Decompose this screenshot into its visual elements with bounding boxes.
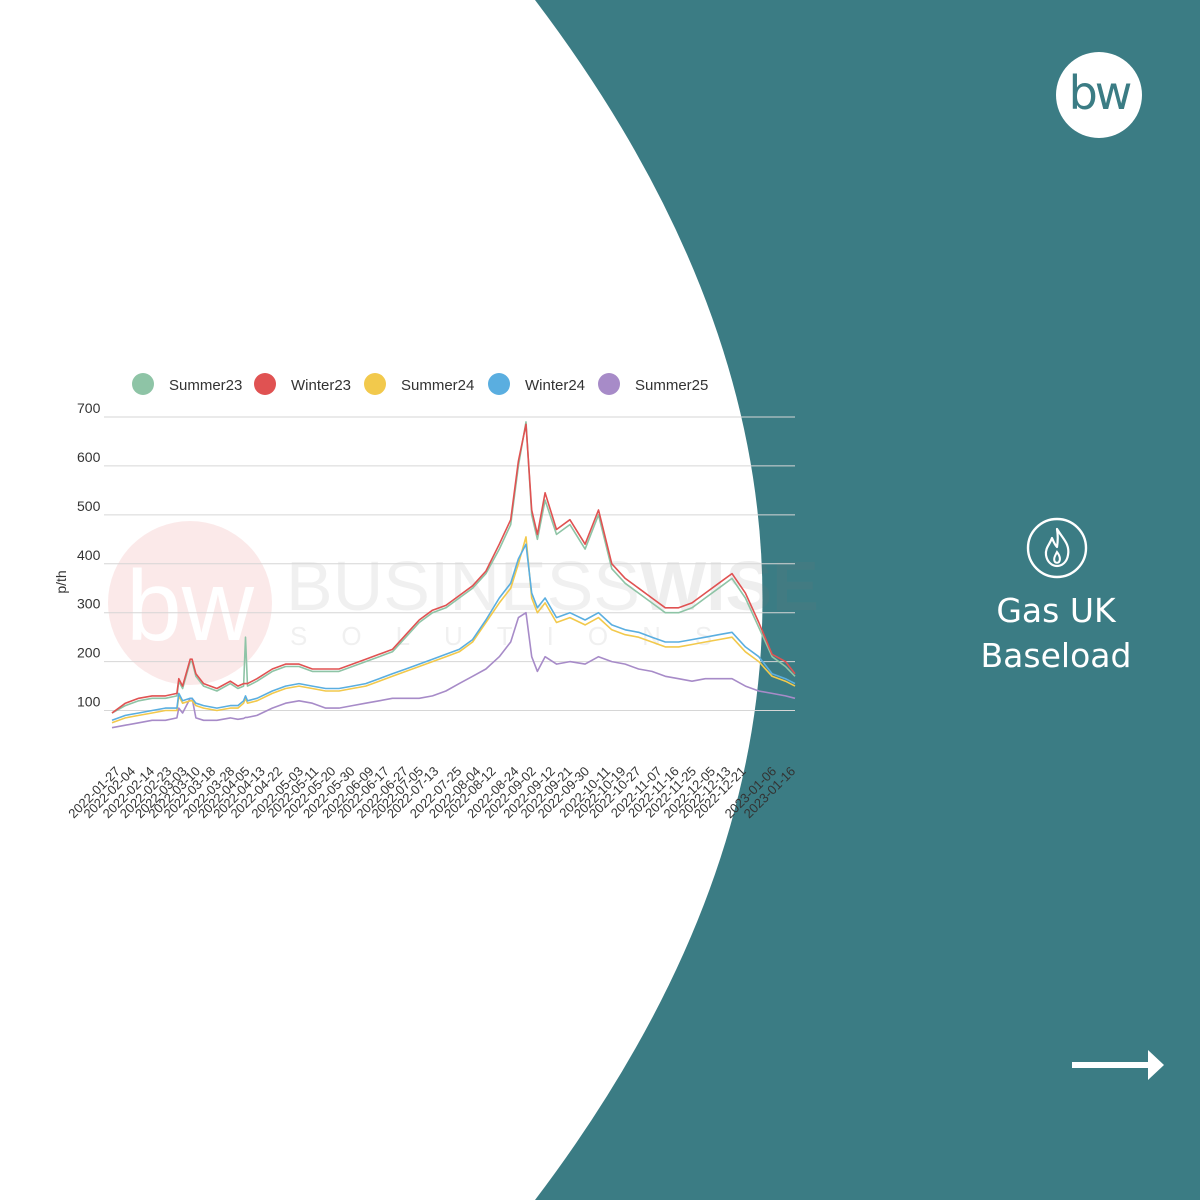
y-tick-label: 600 xyxy=(77,449,101,465)
arrow-right-icon[interactable] xyxy=(1070,1048,1166,1082)
bw-logo: bw xyxy=(1056,52,1142,138)
watermark-business: BUSINESSWISE xyxy=(286,547,819,625)
series-line-summer24 xyxy=(111,536,796,724)
y-tick-label: 200 xyxy=(77,645,101,661)
legend-label: Winter24 xyxy=(525,377,585,394)
legend-label: Summer23 xyxy=(169,377,242,394)
watermark-logo-text: bw xyxy=(126,550,255,662)
y-tick-label: 300 xyxy=(77,596,101,612)
watermark-solutions: SOLUTIONS xyxy=(290,621,746,651)
series-line-winter23 xyxy=(111,423,796,714)
y-axis-title: p/th xyxy=(53,570,69,593)
x-axis: 2022-01-272022-02-042022-02-142022-02-23… xyxy=(65,764,798,822)
logo-text: bw xyxy=(1068,66,1133,120)
panel-title-line1: Gas UK xyxy=(996,591,1116,630)
legend-swatch xyxy=(364,373,386,395)
legend-swatch xyxy=(254,373,276,395)
y-tick-label: 500 xyxy=(77,498,101,514)
white-panel xyxy=(0,0,763,1200)
legend-swatch xyxy=(488,373,510,395)
legend-swatch xyxy=(132,373,154,395)
series-line-summer23 xyxy=(111,421,796,714)
y-axis: 100 200 300 400 500 600 700 xyxy=(77,400,101,710)
panel-title-line2: Baseload xyxy=(980,636,1132,675)
series-line-winter24 xyxy=(111,543,796,722)
y-tick-label: 100 xyxy=(77,694,101,710)
panel-title: Gas UK Baseload xyxy=(960,588,1152,678)
legend: Summer23 Winter23 Summer24 Winter24 Summer25 xyxy=(132,373,708,395)
plot-area xyxy=(111,421,796,729)
legend-swatch xyxy=(598,373,620,395)
legend-label: Summer25 xyxy=(635,377,708,394)
flame-icon xyxy=(1026,517,1088,579)
y-tick-label: 700 xyxy=(77,400,101,416)
y-tick-label: 400 xyxy=(77,547,101,563)
watermark-logo-icon xyxy=(108,521,272,685)
series-line-summer25 xyxy=(111,611,796,729)
legend-label: Summer24 xyxy=(401,377,474,394)
legend-label: Winter23 xyxy=(291,377,351,394)
